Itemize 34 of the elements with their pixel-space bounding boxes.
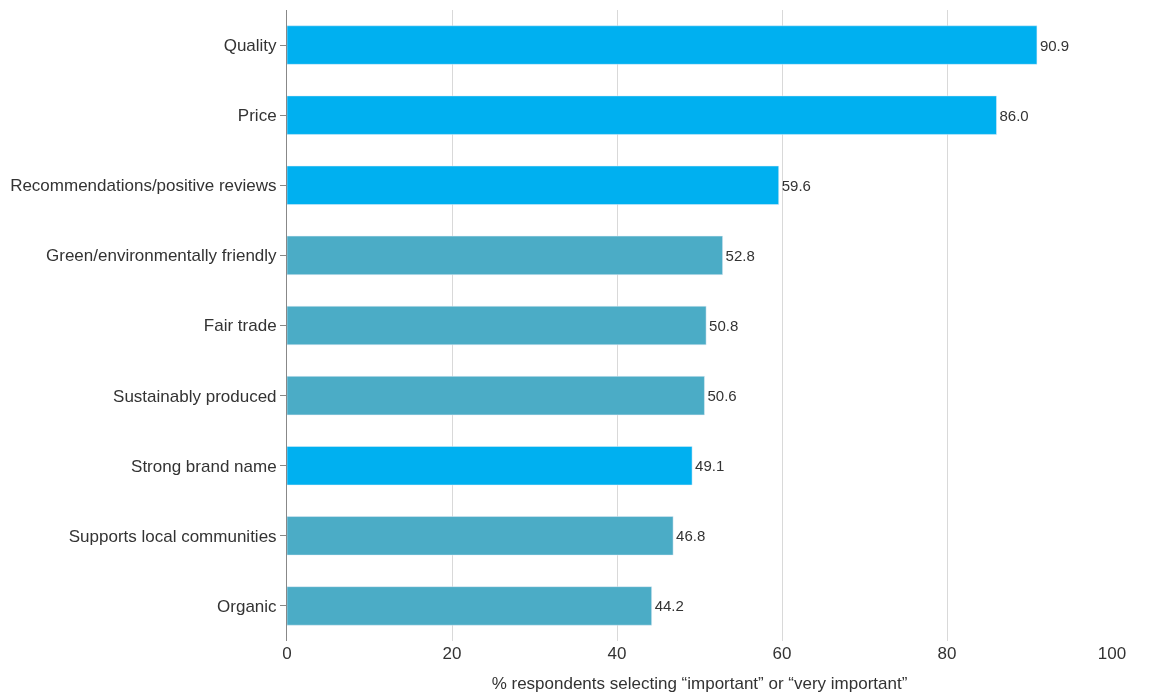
data-label: 50.8 (709, 317, 739, 334)
bar (287, 165, 779, 205)
bar (287, 446, 693, 486)
data-label: 50.6 (707, 387, 737, 405)
data-label: 52.8 (725, 246, 755, 264)
x-tick-label: 60 (772, 644, 792, 663)
x-tick-label: 20 (442, 644, 462, 663)
y-tick-label: Price (237, 106, 277, 126)
data-label: 44.2 (654, 597, 684, 615)
bar (287, 376, 705, 416)
x-tick-label: 80 (937, 644, 957, 663)
bar (287, 516, 674, 556)
x-tick-label: 40 (607, 644, 627, 663)
y-tick-label: Organic (217, 596, 278, 616)
data-label: 90.9 (1039, 36, 1070, 54)
bar (287, 25, 1038, 65)
x-tick-label: 100 (1097, 644, 1127, 663)
y-tick-label: Recommendations/positive reviews (10, 176, 277, 196)
data-label: 49.1 (695, 457, 725, 475)
data-label: 59.6 (781, 176, 811, 194)
y-tick-label: Strong brand name (131, 456, 277, 476)
y-tick-label: Fair trade (203, 316, 277, 336)
y-tick-label: Green/environmentally friendly (46, 246, 278, 266)
bar (287, 586, 652, 626)
data-label: 46.8 (676, 527, 706, 545)
data-label: 86.0 (999, 106, 1029, 124)
x-axis-title: % respondents selecting “important” or “very important” (491, 674, 908, 694)
y-tick-label: Sustainably produced (113, 386, 277, 406)
bar (287, 305, 707, 346)
bar (287, 235, 723, 275)
x-tick-label: 0 (282, 644, 292, 663)
bar (287, 95, 997, 135)
y-tick-label: Supports local communities (68, 526, 277, 546)
y-tick-label: Quality (223, 36, 278, 56)
